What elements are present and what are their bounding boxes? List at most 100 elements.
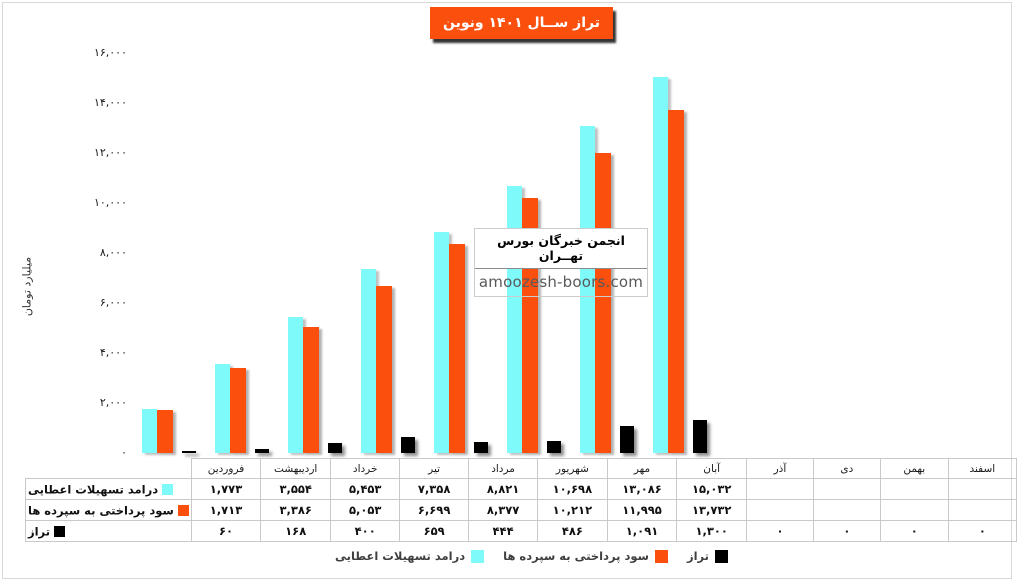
table-value-cell bbox=[947, 499, 1017, 521]
bar-series1-month7 bbox=[595, 153, 611, 453]
legend-entry: سود پرداختی به سپرده ها bbox=[503, 549, 668, 563]
table-value-cell: ۰ bbox=[879, 520, 949, 542]
bar-series2-month2 bbox=[255, 449, 269, 453]
table-value-cell: ۴۸۶ bbox=[537, 520, 608, 542]
table-row: سود پرداختی به سپرده ها ۱,۷۱۳ ۳,۳۸۶ ۵,۰۵۳ ۶,… bbox=[25, 499, 1017, 521]
month-header-cell: آذر bbox=[746, 458, 814, 479]
table-value-cell: ۱,۰۹۱ bbox=[606, 520, 678, 542]
bar-series0-month8 bbox=[653, 77, 668, 453]
series-label-text: سود پرداختی به سپرده ها bbox=[28, 503, 174, 518]
table-value-cell: ۰ bbox=[947, 520, 1017, 542]
table-value-cell: ۵,۰۵۳ bbox=[330, 499, 401, 521]
bar-series0-month1 bbox=[142, 409, 157, 453]
month-header-cell: مرداد bbox=[468, 458, 539, 479]
bar-series1-month2 bbox=[230, 368, 246, 453]
data-table: فروردین اردیبهشت خرداد تیر مرداد شهریور مهر آبا… bbox=[25, 458, 1017, 542]
table-value-cell: ۷,۳۵۸ bbox=[399, 478, 470, 500]
legend-key-swatch bbox=[177, 504, 189, 516]
y-tick-label: ۱۴,۰۰۰ bbox=[93, 96, 127, 109]
y-tick-label: ۰ bbox=[121, 446, 127, 459]
table-value-cell bbox=[812, 499, 881, 521]
series-label-text: درامد تسهیلات اعطایی bbox=[28, 482, 159, 497]
legend-entry-label: درامد تسهیلات اعطایی bbox=[335, 549, 466, 563]
bar-series0-month3 bbox=[288, 317, 303, 453]
bar-series0-month6 bbox=[507, 186, 522, 453]
chart-legend: درامد تسهیلات اعطایی سود پرداختی به سپرده… bbox=[335, 547, 728, 565]
legend-entry-label: تراز bbox=[686, 549, 709, 563]
y-tick-label: ۴,۰۰۰ bbox=[99, 346, 127, 359]
watermark-title: انجمن خبرگان بورس تهــران bbox=[475, 229, 647, 269]
watermark-url: amoozesh-boors.com bbox=[478, 273, 644, 291]
table-value-cell: ۱,۳۰۰ bbox=[676, 520, 747, 542]
table-value-cell bbox=[879, 478, 949, 500]
table-value-cell: ۰ bbox=[746, 520, 814, 542]
month-header-cell: اسفند bbox=[947, 458, 1017, 479]
table-value-cell: ۶۵۹ bbox=[399, 520, 470, 542]
bar-series2-month7 bbox=[620, 426, 634, 453]
month-header-cell: بهمن bbox=[879, 458, 949, 479]
watermark-box: انجمن خبرگان بورس تهــران amoozesh-boors… bbox=[474, 228, 648, 297]
table-value-cell bbox=[947, 478, 1017, 500]
series-label-cell: درامد تسهیلات اعطایی bbox=[25, 478, 192, 500]
month-header-cell: تیر bbox=[399, 458, 470, 479]
y-tick-label: ۲,۰۰۰ bbox=[99, 396, 127, 409]
y-tick-label: ۱۶,۰۰۰ bbox=[93, 46, 127, 59]
bar-series1-month8 bbox=[668, 110, 684, 453]
bar-series1-month1 bbox=[157, 410, 173, 453]
table-value-cell: ۸,۸۲۱ bbox=[468, 478, 539, 500]
bar-series1-month3 bbox=[303, 327, 319, 453]
table-value-cell: ۵,۴۵۳ bbox=[330, 478, 401, 500]
table-value-cell: ۶۰ bbox=[190, 520, 262, 542]
month-header-cell: آبان bbox=[676, 458, 747, 479]
table-value-cell: ۱۰,۲۱۲ bbox=[537, 499, 608, 521]
bar-series0-month4 bbox=[361, 269, 376, 453]
y-tick-label: ۱۰,۰۰۰ bbox=[93, 196, 127, 209]
bar-series2-month6 bbox=[547, 441, 561, 453]
table-value-cell: ۱,۷۷۳ bbox=[190, 478, 262, 500]
month-header-cell: فروردین bbox=[190, 458, 262, 479]
legend-entry-label: سود پرداختی به سپرده ها bbox=[503, 549, 649, 563]
y-tick-label: ۱۲,۰۰۰ bbox=[93, 146, 127, 159]
table-value-cell: ۳,۳۸۶ bbox=[260, 499, 332, 521]
table-value-cell: ۶,۶۹۹ bbox=[399, 499, 470, 521]
legend-entry-swatch bbox=[471, 549, 485, 563]
series-label-text: تراز bbox=[28, 524, 51, 539]
table-value-cell: ۱۱,۹۹۵ bbox=[606, 499, 678, 521]
legend-entry-swatch bbox=[715, 549, 728, 563]
legend-key-swatch bbox=[54, 525, 66, 537]
chart-title: تراز ســال ۱۴۰۱ ونوین bbox=[430, 7, 613, 39]
bar-series0-month5 bbox=[434, 232, 449, 453]
bar-series1-month4 bbox=[376, 286, 392, 453]
series-label-cell: تراز bbox=[25, 520, 192, 542]
month-header-cell: اردیبهشت bbox=[260, 458, 332, 479]
table-value-cell bbox=[746, 478, 814, 500]
month-header-cell: مهر bbox=[606, 458, 678, 479]
table-value-cell: ۳,۵۵۴ bbox=[260, 478, 332, 500]
month-header-cell: شهریور bbox=[537, 458, 608, 479]
bar-series2-month5 bbox=[474, 442, 488, 453]
table-value-cell bbox=[812, 478, 881, 500]
bar-series0-month7 bbox=[580, 126, 595, 453]
month-header-cell: دی bbox=[812, 458, 881, 479]
table-value-cell: ۱۳,۰۸۶ bbox=[606, 478, 678, 500]
table-row: تراز ۶۰ ۱۶۸ ۴۰۰ ۶۵۹ ۴۴۴ ۴۸۶ ۱,۰۹۱ ۱,۳۰۰ ۰ ۰ ۰ ۰ bbox=[25, 520, 1017, 542]
table-value-cell: ۱,۷۱۳ bbox=[190, 499, 262, 521]
table-value-cell: ۰ bbox=[812, 520, 881, 542]
table-row: درامد تسهیلات اعطایی ۱,۷۷۳ ۳,۵۵۴ ۵,۴۵۳ ۷,۳۵۸… bbox=[25, 478, 1017, 500]
table-value-cell: ۴۰۰ bbox=[330, 520, 401, 542]
table-value-cell: ۱۶۸ bbox=[260, 520, 332, 542]
y-tick-label: ۸,۰۰۰ bbox=[99, 246, 127, 259]
month-header-cell: خرداد bbox=[330, 458, 401, 479]
table-corner-blank-cell bbox=[26, 459, 192, 479]
bar-series2-month3 bbox=[328, 443, 342, 453]
table-value-cell: ۱۰,۶۹۸ bbox=[537, 478, 608, 500]
bar-series2-month1 bbox=[182, 451, 196, 453]
legend-entry: تراز bbox=[687, 549, 728, 563]
table-value-cell bbox=[879, 499, 949, 521]
table-value-cell: ۱۳,۷۳۲ bbox=[676, 499, 747, 521]
y-axis-title: میلیارد تومان bbox=[20, 256, 34, 317]
table-value-cell: ۱۵,۰۳۲ bbox=[676, 478, 747, 500]
bar-series1-month5 bbox=[449, 244, 465, 453]
bar-series2-month4 bbox=[401, 437, 415, 453]
